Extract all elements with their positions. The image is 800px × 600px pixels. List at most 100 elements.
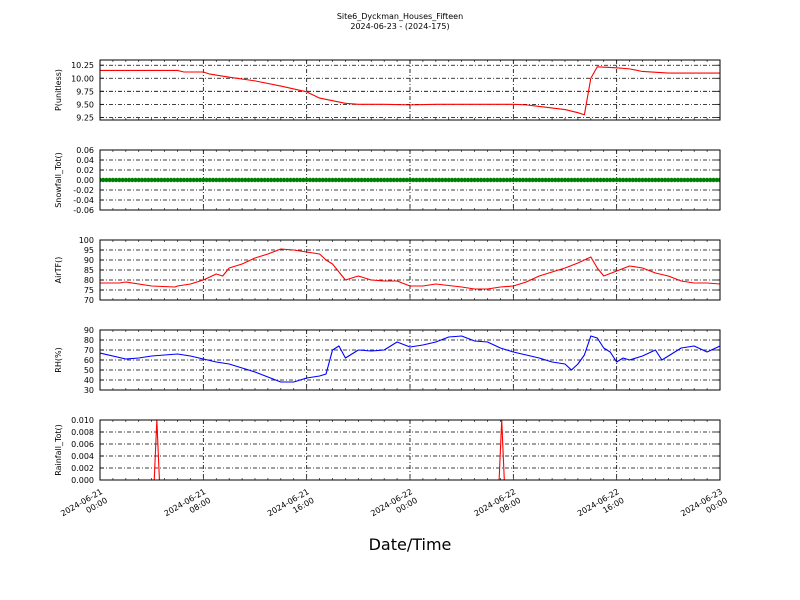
snowfall-point: [278, 177, 284, 183]
snowfall-point: [314, 177, 319, 183]
snowfall-point: [304, 177, 309, 183]
y-tick-label: 70: [84, 296, 94, 305]
snowfall-point: [385, 177, 390, 183]
y-tick-label: 50: [84, 366, 94, 375]
snowfall-point: [501, 177, 506, 183]
y-tick-label: 60: [84, 356, 94, 365]
snowfall-point: [527, 177, 532, 183]
plot-frame: [99, 329, 721, 391]
snowfall-point: [433, 177, 439, 183]
snowfall-point: [204, 177, 209, 183]
snowfall-point: [159, 177, 164, 183]
snowfall-point: [472, 177, 477, 183]
snowfall-point: [117, 177, 122, 183]
snowfall-point: [588, 177, 594, 183]
y-axis-label: Snowfall_Tot(): [54, 152, 63, 208]
snowfall-point: [288, 177, 293, 183]
snowfall-point: [504, 177, 510, 183]
snowfall-point: [220, 177, 225, 183]
snowfall-point: [352, 177, 358, 183]
snowfall-point: [188, 177, 193, 183]
y-tick-label: 10.25: [71, 61, 94, 70]
snowfall-point: [449, 177, 455, 183]
snowfall-point: [146, 177, 151, 183]
snowfall-point: [630, 177, 636, 183]
snowfall-point: [459, 177, 464, 183]
snowfall-point: [168, 177, 174, 183]
snowfall-point: [378, 177, 384, 183]
snowfall-point: [704, 177, 710, 183]
snowfall-point: [178, 177, 183, 183]
y-tick-label: 0.00: [76, 176, 94, 185]
snowfall-point: [243, 177, 248, 183]
snowfall-point: [679, 177, 684, 183]
snowfall-point: [320, 177, 326, 183]
snowfall-point: [133, 177, 138, 183]
snowfall-point: [339, 177, 345, 183]
snowfall-point: [708, 177, 713, 183]
y-tick-label: 90: [84, 326, 94, 335]
snowfall-point: [617, 177, 623, 183]
snowfall-point: [362, 177, 367, 183]
snowfall-point: [401, 177, 406, 183]
snowfall-point: [533, 177, 539, 183]
subplot-5: 0.010 0.008 0.006 0.004 0.002 0.000 Rainfall_T…: [54, 416, 721, 485]
snowfall-point: [614, 177, 619, 183]
snowfall-point: [417, 177, 422, 183]
snowfall-point: [582, 177, 587, 183]
snowfall-point: [256, 177, 261, 183]
snowfall-point: [201, 177, 206, 183]
snowfall-point: [575, 177, 581, 183]
snowfall-series: [100, 177, 720, 183]
snowfall-point: [272, 177, 277, 183]
snowfall-point: [456, 177, 461, 183]
snowfall-point: [210, 177, 216, 183]
snowfall-point: [175, 177, 180, 183]
plot-frame: [99, 149, 721, 211]
snowfall-point: [298, 177, 303, 183]
snowfall-point: [507, 177, 513, 183]
snowfall-point: [126, 177, 132, 183]
snowfall-point: [246, 177, 251, 183]
y-axis-label: AirTF(): [54, 257, 63, 284]
snowfall-point: [252, 177, 258, 183]
snowfall-point: [714, 177, 719, 183]
snowfall-point: [375, 177, 380, 183]
snowfall-point: [152, 177, 158, 183]
snowfall-point: [265, 177, 271, 183]
snowfall-point: [562, 177, 568, 183]
snowfall-point: [604, 177, 610, 183]
snowfall-point: [423, 177, 429, 183]
snowfall-point: [236, 177, 242, 183]
snowfall-point: [637, 177, 642, 183]
snowfall-point: [259, 177, 264, 183]
snowfall-point: [346, 177, 351, 183]
snowfall-point: [323, 177, 329, 183]
snowfall-point: [446, 177, 451, 183]
snowfall-point: [601, 177, 606, 183]
y-axis-label: Rainfall_Tot(): [54, 424, 63, 476]
snowfall-point: [139, 177, 145, 183]
y-tick-label: 0.04: [76, 156, 94, 165]
snowfall-point: [443, 177, 448, 183]
snowfall-point: [356, 177, 361, 183]
x-axis-label: Date/Time: [369, 535, 452, 554]
snowfall-point: [184, 177, 190, 183]
snowfall-point: [485, 177, 490, 183]
y-tick-label: 0.02: [76, 166, 94, 175]
snowfall-point: [611, 177, 616, 183]
y-tick-label: 0.010: [71, 416, 94, 425]
snowfall-point: [566, 177, 571, 183]
plot-frame: [99, 59, 721, 121]
snowfall-point: [653, 177, 658, 183]
snowfall-point: [517, 177, 522, 183]
snowfall-point: [155, 177, 161, 183]
snowfall-point: [101, 177, 106, 183]
snowfall-point: [430, 177, 435, 183]
snowfall-point: [330, 177, 335, 183]
y-tick-label: 0.008: [71, 428, 94, 437]
